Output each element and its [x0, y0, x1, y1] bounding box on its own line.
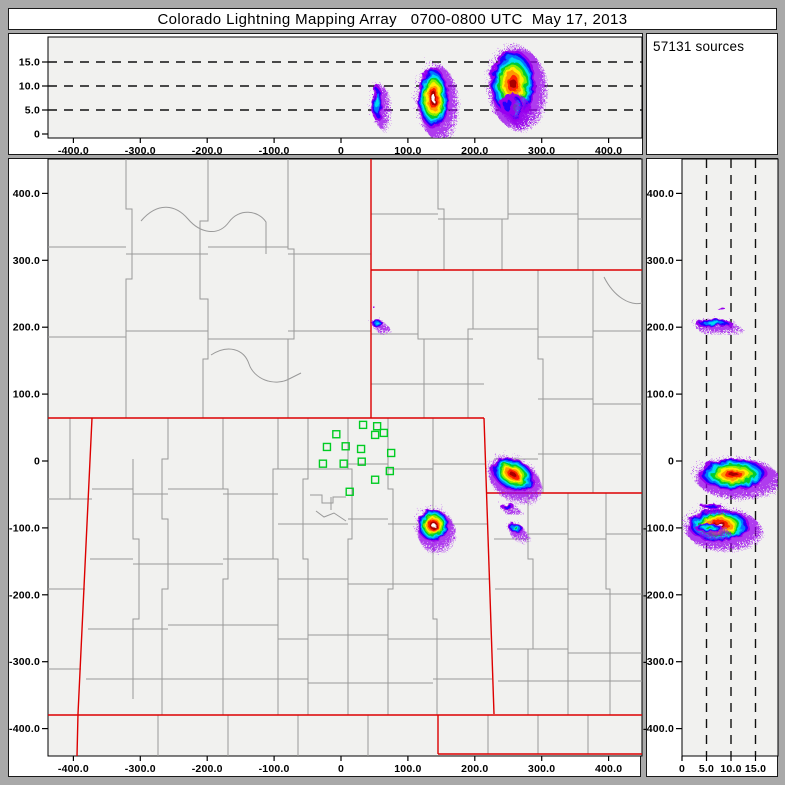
svg-text:400.0: 400.0 [647, 188, 674, 200]
svg-text:-200.0: -200.0 [192, 763, 223, 775]
svg-text:0: 0 [668, 456, 674, 468]
svg-text:-400.0: -400.0 [58, 145, 89, 157]
svg-text:-300.0: -300.0 [125, 763, 156, 775]
svg-text:-100.0: -100.0 [259, 145, 290, 157]
svg-text:0: 0 [679, 763, 685, 775]
svg-text:10.0: 10.0 [19, 81, 40, 93]
altitude-ns-plot[interactable]: 0 5.0 10.0 15.0 400.0 300.0 200.0 100.0 0 -100.0 -… [643, 158, 779, 778]
svg-text:10.0: 10.0 [720, 763, 741, 775]
lma-station-marker [386, 448, 396, 458]
axis-ticks: -400.0 -300.0 -200.0 -100.0 0 100.0 200.0 300.0… [9, 188, 622, 775]
svg-text:5.0: 5.0 [699, 763, 714, 775]
storm-cluster-southern-echo [695, 523, 723, 533]
plan-view-map-plot[interactable]: -400.0 -300.0 -200.0 -100.0 0 100.0 200.0 300.0… [9, 158, 643, 778]
plan-view-map-panel: -400.0 -300.0 -200.0 -100.0 0 100.0 200.0 300.0… [8, 158, 643, 778]
storm-cluster-eastern-storm [491, 457, 535, 492]
svg-text:300.0: 300.0 [647, 255, 674, 267]
axis-ticks: -400.0 -300.0 -200.0 -100.0 0 100.0 200.0 300.0… [19, 57, 622, 158]
svg-text:-300.0: -300.0 [125, 145, 156, 157]
lma-station-marker [372, 422, 382, 431]
svg-text:5.0: 5.0 [25, 105, 40, 117]
lma-station-marker [358, 420, 368, 430]
svg-text:-400.0: -400.0 [9, 723, 40, 735]
ew-altitude-plot[interactable]: -400.0 -300.0 -200.0 -100.0 0 100.0 200.0 300.0… [9, 34, 644, 158]
svg-text:15.0: 15.0 [19, 57, 40, 69]
svg-text:200.0: 200.0 [647, 322, 674, 334]
svg-text:-200.0: -200.0 [192, 145, 223, 157]
lma-station-marker [318, 459, 328, 468]
svg-text:400.0: 400.0 [13, 188, 40, 200]
storm-cluster-north-stray-dot [374, 307, 377, 310]
svg-text:200.0: 200.0 [461, 145, 488, 157]
lma-station-marker [370, 475, 380, 484]
sources-count-panel: 57131 sources [646, 33, 778, 155]
svg-text:-400.0: -400.0 [58, 763, 89, 775]
ew-altitude-panel: -400.0 -300.0 -200.0 -100.0 0 100.0 200.0 300.0… [8, 33, 644, 158]
state-borders [48, 159, 642, 757]
page-title: Colorado Lightning Mapping Array 0700-08… [157, 10, 628, 28]
storm-cluster-eastern-storm [699, 458, 768, 490]
title-bar: Colorado Lightning Mapping Array 0700-08… [8, 8, 777, 30]
lma-station-marker [332, 430, 341, 439]
lma-station-marker [385, 466, 395, 476]
storm-cluster-northern-small-cell [695, 319, 733, 328]
svg-text:300.0: 300.0 [528, 145, 555, 157]
svg-text:100.0: 100.0 [647, 389, 674, 401]
lma-station-marker [345, 487, 354, 496]
storm-cluster-north-stray-dot [717, 307, 726, 310]
lma-station-marker [370, 430, 380, 440]
storm-cluster-mid-specks [500, 94, 515, 116]
plot-content [318, 307, 540, 545]
svg-text:0: 0 [34, 456, 40, 468]
storm-cluster-northern-small-cell [371, 319, 383, 328]
svg-text:100.0: 100.0 [13, 389, 40, 401]
svg-text:-300.0: -300.0 [9, 656, 40, 668]
svg-text:100.0: 100.0 [394, 145, 421, 157]
storm-cluster-mid-specks [500, 503, 515, 510]
svg-text:0: 0 [338, 763, 344, 775]
svg-text:300.0: 300.0 [13, 255, 40, 267]
sources-count-label: 57131 sources [653, 39, 745, 54]
svg-text:400.0: 400.0 [595, 145, 622, 157]
svg-text:-100.0: -100.0 [259, 763, 290, 775]
lma-station-marker [341, 442, 350, 451]
svg-text:-300.0: -300.0 [643, 656, 674, 668]
altitude-ns-panel: 0 5.0 10.0 15.0 400.0 300.0 200.0 100.0 0 -100.0 -… [643, 158, 779, 778]
map-plot-area[interactable] [47, 158, 643, 757]
svg-text:-200.0: -200.0 [9, 589, 40, 601]
storm-cluster-north-stray-dot [374, 91, 377, 100]
svg-text:400.0: 400.0 [595, 763, 622, 775]
svg-text:100.0: 100.0 [394, 763, 421, 775]
svg-text:15.0: 15.0 [745, 763, 766, 775]
ew-altitude-plot-area[interactable] [47, 36, 643, 139]
svg-text:200.0: 200.0 [13, 322, 40, 334]
plot-content [48, 42, 642, 135]
axis-ticks: 0 5.0 10.0 15.0 400.0 300.0 200.0 100.0 0 -100.0 -… [643, 188, 766, 775]
storm-cluster-central-storm [417, 509, 449, 542]
lma-station-marker [379, 428, 389, 438]
svg-text:-200.0: -200.0 [643, 589, 674, 601]
svg-text:200.0: 200.0 [461, 763, 488, 775]
svg-text:-100.0: -100.0 [9, 522, 40, 534]
lma-station-marker [357, 457, 366, 466]
lma-station-marker [339, 459, 348, 468]
plot-content [682, 159, 776, 756]
storm-cluster-southern-echo [507, 522, 524, 533]
storm-cluster-central-storm [417, 67, 449, 129]
county-boundaries [48, 159, 643, 756]
lma-station-marker [356, 444, 366, 454]
svg-text:0: 0 [34, 129, 40, 141]
svg-text:0: 0 [338, 145, 344, 157]
svg-text:300.0: 300.0 [528, 763, 555, 775]
svg-text:-100.0: -100.0 [643, 522, 674, 534]
lma-station-marker [322, 442, 332, 452]
svg-text:-400.0: -400.0 [643, 723, 674, 735]
storm-cluster-northern-small-cell [371, 84, 383, 122]
storm-cluster-mid-specks [700, 503, 723, 510]
